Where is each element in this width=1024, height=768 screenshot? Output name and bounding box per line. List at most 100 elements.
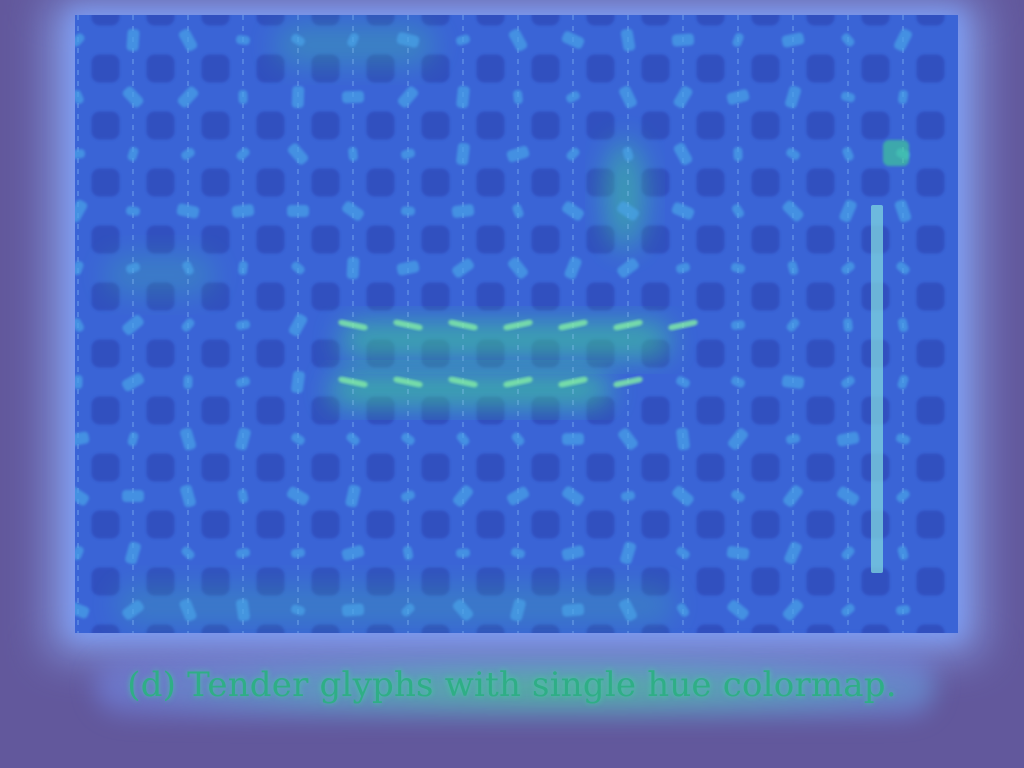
tensor-glyph [668,319,698,331]
highlight-region [115,585,675,625]
grid-cell [531,15,560,26]
tensor-glyph [508,257,528,279]
grid-cell [751,225,780,254]
grid-cell [696,54,725,83]
tensor-glyph [455,34,471,46]
grid-cell [256,282,285,311]
tensor-glyph [396,260,420,276]
grid-cell [641,453,670,482]
grid-cell [696,567,725,596]
tensor-glyph [841,375,855,389]
tensor-glyph [400,148,416,160]
tensor-glyph [183,374,193,390]
grid-cell [91,225,120,254]
tensor-glyph [181,546,195,560]
grid-cell [916,567,945,596]
tensor-glyph [75,318,84,332]
grid-cell [751,15,780,26]
grid-cell [421,54,450,83]
grid-cell [91,453,120,482]
grid-cell [641,624,670,633]
tensor-glyph [671,202,695,220]
grid-cell [91,339,120,368]
tensor-glyph [839,199,857,223]
tensor-glyph [290,604,306,616]
tensor-glyph [75,546,84,560]
grid-cell [696,225,725,254]
tensor-glyph [676,427,690,451]
grid-cell [311,282,340,311]
tensor-glyph [393,376,423,388]
colorbar [871,140,909,573]
tensor-glyph [672,485,694,507]
tensor-glyph [841,546,855,560]
tensor-glyph [177,86,199,108]
grid-cell [201,54,230,83]
tensor-glyph [503,376,533,388]
tensor-glyph [75,33,85,47]
grid-cell [916,624,945,633]
grid-cell [146,453,175,482]
grid-cell [751,510,780,539]
grid-cell [696,168,725,197]
tensor-glyph [784,541,802,565]
tensor-glyph [786,147,800,161]
tensor-glyph [127,431,139,447]
grid-cell [641,15,670,26]
grid-cell [861,168,890,197]
grid-cell [531,111,560,140]
grid-cell [366,225,395,254]
grid-cell [91,396,120,425]
grid-cell [256,168,285,197]
grid-cell [146,396,175,425]
tensor-glyph [894,199,912,223]
tensor-glyph-field [75,15,945,633]
tensor-glyph [393,319,423,331]
tensor-glyph [894,28,912,52]
grid-cell [146,54,175,83]
grid-cell [146,168,175,197]
tensor-glyph [182,261,194,275]
grid-cells [91,15,945,633]
tensor-glyph [675,262,691,274]
tensor-glyph [291,370,305,394]
grid-cell [531,168,560,197]
tensor-glyph [731,204,745,218]
grid-cell [641,282,670,311]
tensor-glyph [75,431,90,447]
grid-cell [311,453,340,482]
tensor-glyph [511,432,525,446]
grid-cell [311,396,340,425]
grid-cell [916,54,945,83]
tensor-glyph [126,28,140,52]
tensor-glyph [288,313,308,337]
grid-cell [531,624,560,633]
grid-cell [586,453,615,482]
grid-cell [641,168,670,197]
tensor-glyph [452,599,474,621]
tensor-glyph [75,149,86,159]
grid-cell [311,510,340,539]
tensor-glyph [235,427,251,451]
tensor-glyph [286,486,310,506]
tensor-glyph [452,258,474,278]
grid-cell [586,111,615,140]
tensor-glyph [508,28,528,52]
grid-cell [806,15,835,26]
tensor-glyph [291,85,305,109]
tensor-glyph [726,546,750,560]
tensor-glyph [558,319,588,331]
grid-cell [146,339,175,368]
tensor-glyph [75,374,83,390]
tensor-glyph [837,486,859,506]
tensor-glyph [842,147,854,161]
tensor-glyph [448,319,478,331]
grid-cell [201,510,230,539]
tensor-glyph [836,431,860,447]
tensor-glyph [843,317,853,333]
tensor-glyph [287,205,309,217]
grid-cell [586,510,615,539]
grid-cell [806,168,835,197]
grid-cell [696,339,725,368]
